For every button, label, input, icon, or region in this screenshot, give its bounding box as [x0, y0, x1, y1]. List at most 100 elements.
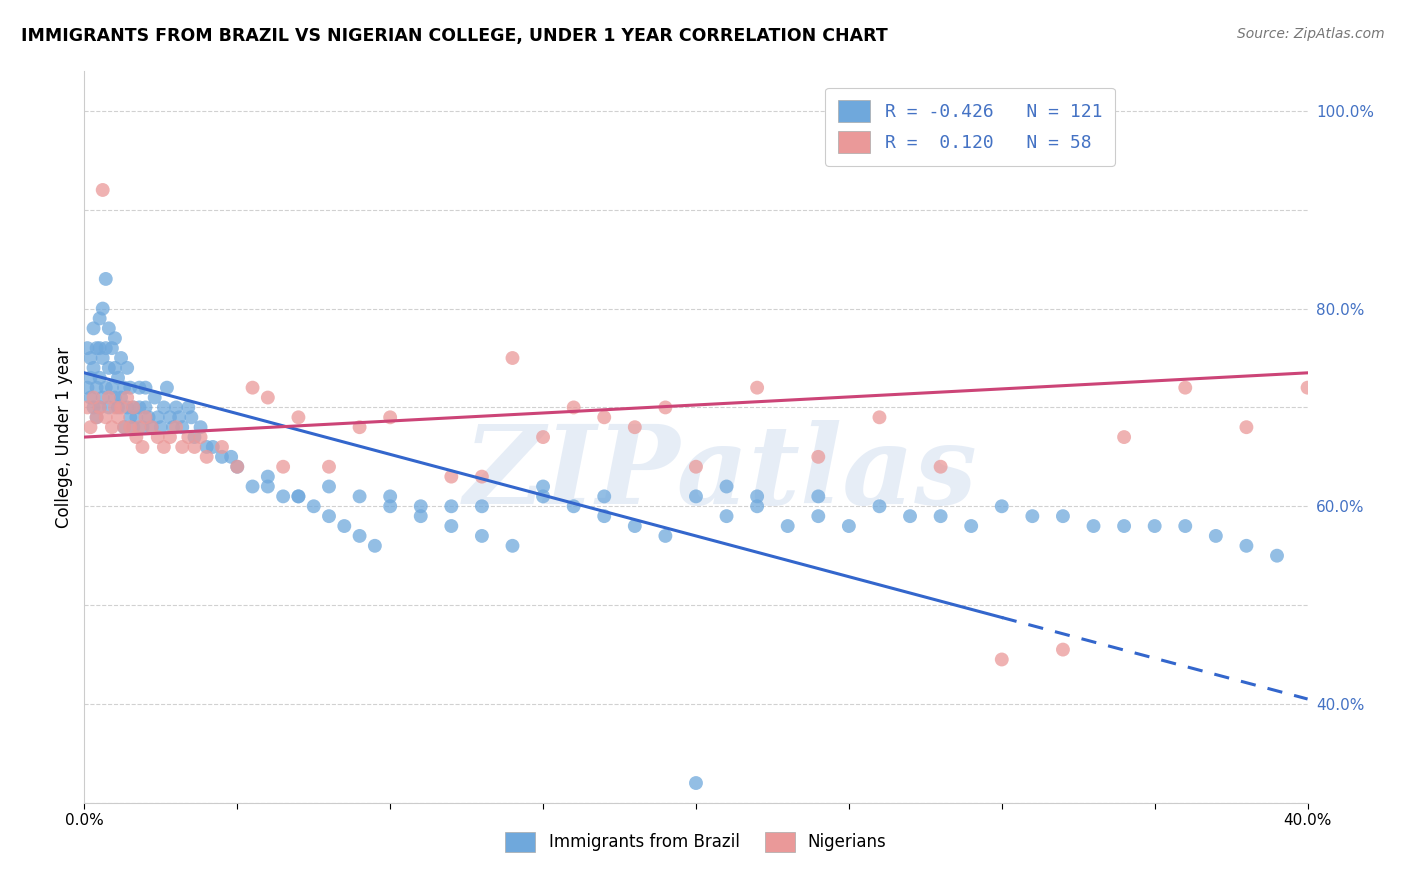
Point: [89, 371, 111, 385]
Point: [1296, 381, 1319, 395]
Point: [167, 410, 190, 425]
Point: [869, 410, 891, 425]
Point: [257, 469, 280, 483]
Point: [76, 341, 98, 355]
Point: [685, 459, 707, 474]
Point: [165, 401, 187, 415]
Point: [190, 430, 212, 444]
Text: ZIPatlas: ZIPatlas: [464, 420, 977, 527]
Point: [91, 391, 114, 405]
Point: [593, 509, 616, 524]
Point: [112, 420, 135, 434]
Point: [120, 420, 142, 434]
Point: [960, 519, 983, 533]
Point: [471, 529, 494, 543]
Point: [287, 410, 309, 425]
Point: [471, 500, 494, 514]
Point: [380, 489, 402, 503]
Point: [654, 529, 676, 543]
Point: [122, 401, 145, 415]
Point: [1114, 519, 1136, 533]
Point: [380, 500, 402, 514]
Point: [898, 509, 921, 524]
Point: [838, 519, 860, 533]
Point: [257, 479, 280, 493]
Point: [83, 391, 105, 405]
Point: [991, 652, 1014, 666]
Point: [624, 420, 647, 434]
Point: [149, 420, 172, 434]
Point: [929, 509, 952, 524]
Point: [89, 311, 111, 326]
Point: [122, 401, 145, 415]
Point: [131, 440, 153, 454]
Point: [135, 410, 157, 425]
Point: [101, 341, 124, 355]
Point: [159, 430, 181, 444]
Point: [654, 401, 676, 415]
Point: [747, 381, 769, 395]
Point: [531, 489, 554, 503]
Point: [128, 381, 150, 395]
Point: [79, 420, 101, 434]
Point: [1083, 519, 1105, 533]
Point: [110, 351, 132, 365]
Point: [89, 341, 111, 355]
Point: [242, 479, 264, 493]
Point: [110, 391, 132, 405]
Point: [183, 430, 205, 444]
Point: [242, 381, 264, 395]
Point: [104, 360, 127, 375]
Point: [104, 391, 127, 405]
Point: [131, 420, 153, 434]
Point: [1174, 519, 1197, 533]
Point: [128, 401, 150, 415]
Point: [86, 410, 108, 425]
Point: [1052, 642, 1074, 657]
Point: [153, 401, 176, 415]
Point: [747, 500, 769, 514]
Point: [593, 410, 616, 425]
Point: [138, 410, 160, 425]
Point: [172, 440, 194, 454]
Point: [86, 341, 108, 355]
Point: [562, 401, 585, 415]
Point: [195, 450, 218, 464]
Point: [409, 509, 432, 524]
Point: [287, 489, 309, 503]
Point: [716, 509, 738, 524]
Point: [153, 440, 176, 454]
Point: [101, 420, 124, 434]
Point: [104, 331, 127, 345]
Point: [107, 401, 129, 415]
Point: [104, 401, 127, 415]
Point: [122, 420, 145, 434]
Point: [716, 479, 738, 493]
Point: [624, 519, 647, 533]
Point: [125, 410, 148, 425]
Point: [226, 459, 249, 474]
Point: [83, 401, 105, 415]
Point: [94, 272, 117, 286]
Point: [177, 401, 200, 415]
Point: [807, 509, 830, 524]
Point: [172, 420, 194, 434]
Point: [135, 381, 157, 395]
Point: [79, 371, 101, 385]
Point: [380, 410, 402, 425]
Point: [112, 420, 135, 434]
Point: [107, 371, 129, 385]
Point: [211, 440, 233, 454]
Point: [318, 479, 340, 493]
Point: [562, 500, 585, 514]
Point: [502, 539, 524, 553]
Point: [141, 420, 163, 434]
Point: [531, 479, 554, 493]
Point: [128, 420, 150, 434]
Point: [1265, 549, 1288, 563]
Point: [471, 469, 494, 483]
Y-axis label: College, Under 1 year: College, Under 1 year: [55, 346, 73, 528]
Point: [101, 381, 124, 395]
Point: [107, 410, 129, 425]
Point: [531, 430, 554, 444]
